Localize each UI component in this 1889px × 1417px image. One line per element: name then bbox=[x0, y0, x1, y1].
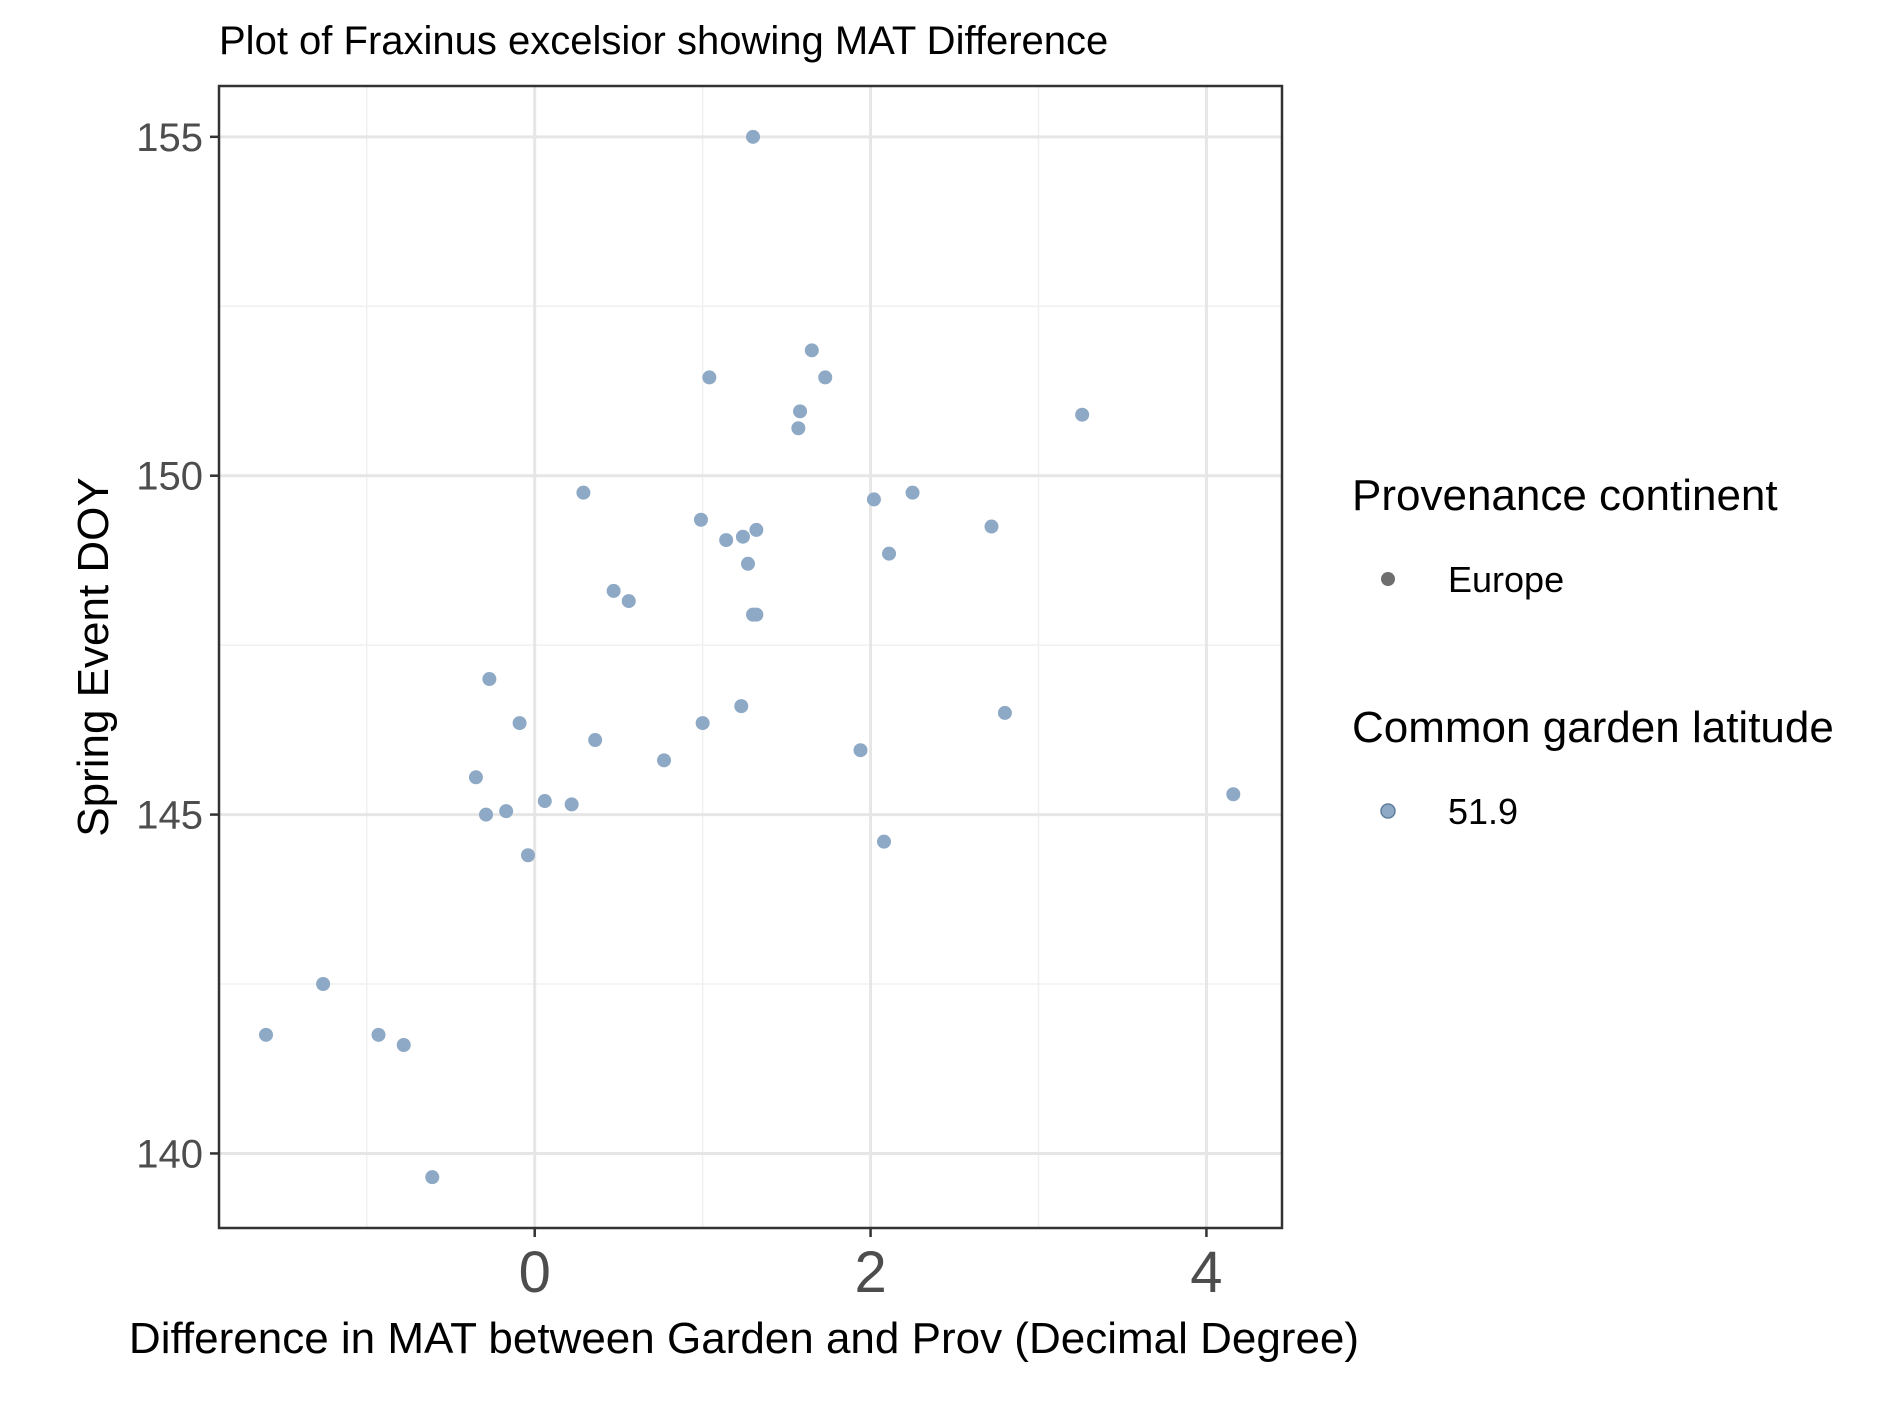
x-tick-label: 2 bbox=[854, 1240, 886, 1305]
grid-layer bbox=[219, 86, 1282, 1228]
data-point bbox=[693, 512, 708, 527]
y-tick-label: 140 bbox=[136, 1132, 203, 1176]
data-point bbox=[735, 529, 750, 544]
data-point bbox=[512, 716, 527, 731]
legend-key-marker bbox=[1381, 572, 1395, 586]
data-point bbox=[259, 1027, 274, 1042]
data-point bbox=[740, 556, 755, 571]
data-point bbox=[818, 370, 833, 385]
legend: Provenance continent Europe Common garden … bbox=[1352, 471, 1834, 832]
data-point bbox=[371, 1027, 386, 1042]
x-tick-label: 4 bbox=[1190, 1240, 1222, 1305]
data-point bbox=[749, 607, 764, 622]
y-tick-label: 150 bbox=[136, 455, 203, 499]
y-tick-label: 145 bbox=[136, 794, 203, 838]
data-point bbox=[576, 485, 591, 500]
y-axis-title: Spring Event DOY bbox=[69, 477, 118, 837]
data-point bbox=[657, 753, 672, 768]
plot-panel-border bbox=[217, 84, 1284, 1230]
data-point bbox=[749, 522, 764, 537]
data-point bbox=[479, 807, 494, 822]
legend-entry-label: Europe bbox=[1448, 559, 1564, 600]
data-point bbox=[316, 977, 331, 992]
data-point bbox=[499, 804, 514, 819]
legend-entry-label: 51.9 bbox=[1448, 791, 1518, 832]
data-point bbox=[882, 546, 897, 561]
data-point bbox=[537, 794, 552, 809]
data-point bbox=[997, 705, 1012, 720]
data-point bbox=[793, 404, 808, 419]
data-point bbox=[695, 716, 710, 731]
data-point bbox=[853, 743, 868, 758]
data-point bbox=[746, 129, 761, 144]
data-point bbox=[1075, 407, 1090, 422]
data-point bbox=[520, 848, 535, 863]
data-point bbox=[468, 770, 483, 785]
data-point bbox=[719, 533, 734, 548]
data-point bbox=[1226, 787, 1241, 802]
data-point bbox=[621, 594, 636, 609]
data-point bbox=[564, 797, 579, 812]
points-layer bbox=[259, 129, 1241, 1185]
data-point bbox=[702, 370, 717, 385]
data-point bbox=[396, 1038, 411, 1053]
data-point bbox=[804, 343, 819, 358]
data-point bbox=[425, 1170, 440, 1185]
chart-title: Plot of Fraxinus excelsior showing MAT D… bbox=[219, 19, 1108, 63]
data-point bbox=[877, 834, 892, 849]
data-point bbox=[482, 672, 497, 687]
data-point bbox=[984, 519, 999, 534]
y-tick-label: 155 bbox=[136, 116, 203, 160]
data-point bbox=[791, 421, 806, 436]
legend-title: Provenance continent bbox=[1352, 471, 1778, 520]
data-point bbox=[588, 733, 603, 748]
x-tick-label: 0 bbox=[519, 1240, 551, 1305]
x-axis-title: Difference in MAT between Garden and Pro… bbox=[129, 1314, 1359, 1363]
legend-key-marker bbox=[1380, 803, 1396, 819]
data-point bbox=[866, 492, 881, 507]
data-point bbox=[606, 583, 621, 598]
data-point bbox=[905, 485, 920, 500]
legend-title: Common garden latitude bbox=[1352, 703, 1834, 752]
ticks-layer: 0 2 4 140 145 150 155 bbox=[136, 116, 1222, 1305]
data-point bbox=[734, 699, 749, 714]
